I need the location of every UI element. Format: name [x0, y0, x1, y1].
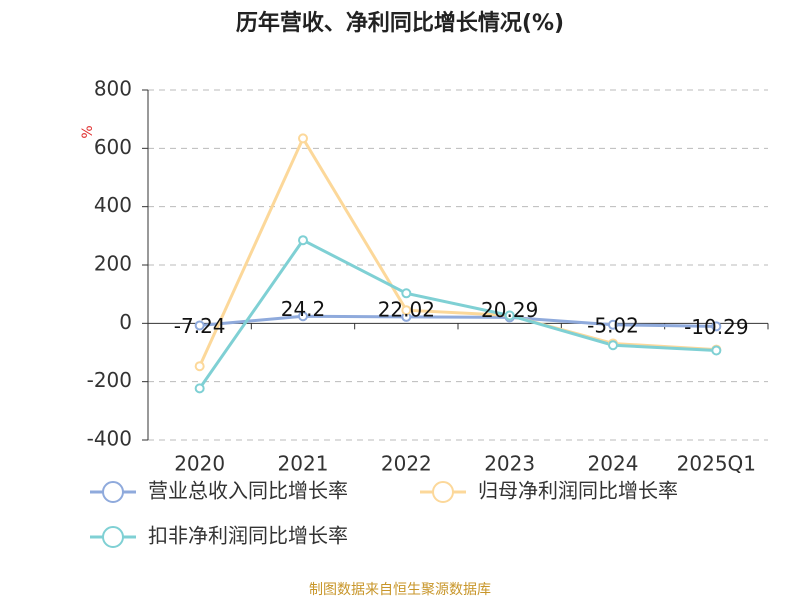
data-point [608, 340, 618, 351]
series-line [199, 314, 717, 328]
x-tick-label: 2025Q1 [677, 452, 756, 476]
x-tick-label: 2021 [278, 452, 329, 476]
y-tick-label: -200 [87, 368, 132, 392]
y-tick-label: 400 [94, 193, 132, 217]
y-tick-label: 200 [94, 252, 132, 276]
data-point [298, 311, 308, 322]
series-line [198, 135, 717, 367]
y-tick-label: 600 [94, 135, 132, 159]
data-point [401, 305, 412, 316]
data-point [711, 345, 722, 356]
legend-label: 归母净利润同比增长率 [478, 479, 678, 503]
x-tick-label: 2024 [588, 452, 639, 476]
data-point [194, 320, 205, 331]
legend-label: 扣非净利润同比增长率 [148, 524, 348, 548]
x-tick-label: 2020 [174, 452, 225, 476]
data-label: -5.02 [587, 313, 639, 337]
legend-label: 营业总收入同比增长率 [148, 479, 348, 503]
y-tick-label: -400 [87, 427, 132, 451]
y-axis-unit: % [80, 125, 96, 138]
data-point [608, 319, 618, 330]
data-point [194, 383, 205, 394]
data-point [711, 321, 722, 332]
data-point [504, 310, 515, 321]
x-tick-label: 2023 [484, 452, 535, 476]
source-note: 制图数据来自恒生聚源数据库 [309, 582, 491, 598]
data-point [298, 235, 308, 246]
chart-title: 历年营收、净利同比增长情况(%) [236, 10, 564, 36]
y-tick-label: 0 [119, 310, 132, 334]
legend-marker [432, 481, 454, 503]
data-label: -10.29 [684, 315, 748, 339]
data-point [401, 288, 412, 299]
series-line [198, 238, 717, 390]
data-point [298, 133, 308, 144]
data-point [194, 361, 205, 372]
y-tick-label: 800 [94, 77, 132, 101]
data-label: 24.2 [281, 297, 326, 321]
data-label: 20.29 [481, 298, 538, 322]
legend-marker [102, 526, 124, 548]
x-tick-label: 2022 [381, 452, 432, 476]
data-label: 22.02 [378, 297, 435, 321]
data-label: -7.24 [174, 314, 226, 338]
legend-marker [102, 481, 124, 503]
